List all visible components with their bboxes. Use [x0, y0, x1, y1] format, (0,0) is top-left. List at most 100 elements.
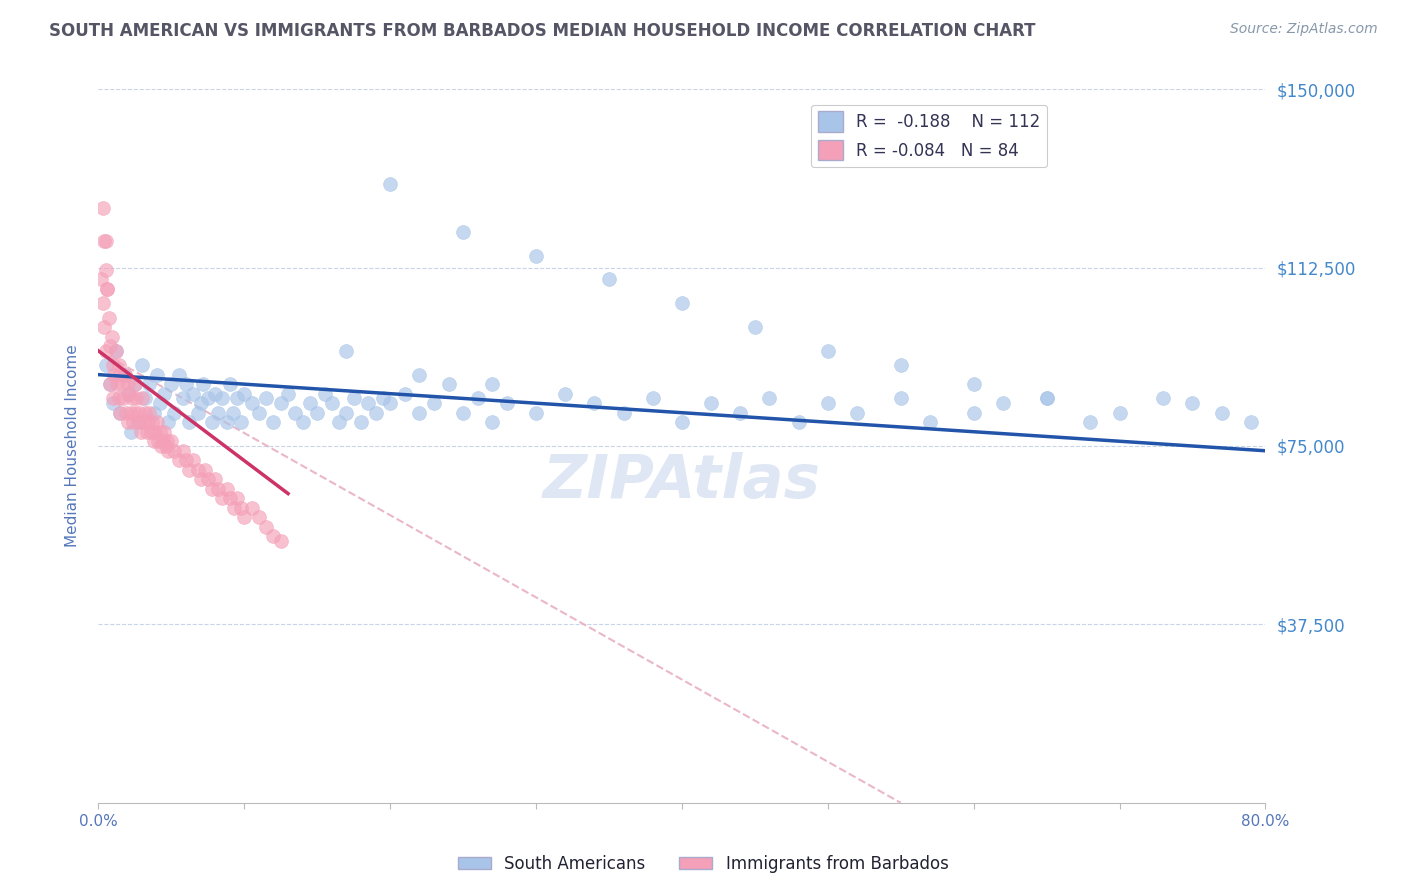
Point — [156, 434, 179, 449]
Point — [758, 392, 780, 406]
Point — [146, 368, 169, 382]
Point — [190, 396, 212, 410]
Text: Source: ZipAtlas.com: Source: ZipAtlas.com — [1230, 22, 1378, 37]
Point — [163, 443, 186, 458]
Point — [131, 392, 153, 406]
Point — [94, 263, 117, 277]
Point — [108, 392, 131, 406]
Point — [817, 396, 839, 410]
Point — [240, 500, 263, 515]
Legend: R =  -0.188    N = 112, R = -0.084   N = 84: R = -0.188 N = 112, R = -0.084 N = 84 — [811, 104, 1047, 167]
Point — [115, 406, 138, 420]
Point — [671, 296, 693, 310]
Point — [103, 368, 125, 382]
Point — [222, 500, 245, 515]
Point — [817, 343, 839, 358]
Point — [1181, 396, 1204, 410]
Point — [97, 310, 120, 325]
Point — [991, 396, 1014, 410]
Point — [124, 377, 146, 392]
Point — [139, 425, 162, 439]
Point — [134, 406, 156, 420]
Point — [307, 406, 329, 420]
Point — [380, 396, 402, 410]
Point — [481, 415, 503, 429]
Point — [231, 415, 253, 429]
Point — [146, 415, 169, 429]
Point — [1211, 406, 1233, 420]
Point — [111, 377, 134, 392]
Point — [93, 320, 115, 334]
Point — [128, 415, 150, 429]
Point — [1080, 415, 1102, 429]
Point — [142, 406, 165, 420]
Point — [423, 396, 446, 410]
Point — [160, 434, 183, 449]
Point — [394, 386, 416, 401]
Point — [142, 434, 165, 449]
Point — [128, 406, 150, 420]
Point — [918, 415, 941, 429]
Point — [262, 529, 284, 543]
Point — [207, 482, 229, 496]
Point — [254, 392, 277, 406]
Point — [846, 406, 869, 420]
Point — [177, 463, 200, 477]
Point — [187, 406, 209, 420]
Point — [114, 368, 136, 382]
Point — [744, 320, 766, 334]
Point — [890, 392, 912, 406]
Point — [157, 443, 180, 458]
Point — [91, 296, 114, 310]
Point — [129, 425, 152, 439]
Point — [148, 434, 170, 449]
Point — [524, 406, 547, 420]
Point — [98, 339, 121, 353]
Point — [105, 377, 128, 392]
Point — [408, 368, 430, 382]
Point — [138, 406, 160, 420]
Point — [350, 415, 373, 429]
Point — [114, 368, 136, 382]
Point — [124, 377, 146, 392]
Point — [152, 434, 174, 449]
Point — [117, 386, 139, 401]
Point — [93, 235, 115, 249]
Point — [124, 406, 146, 420]
Point — [247, 510, 270, 524]
Point — [187, 463, 209, 477]
Point — [141, 415, 163, 429]
Point — [90, 272, 112, 286]
Point — [121, 392, 143, 406]
Point — [554, 386, 576, 401]
Point — [254, 520, 277, 534]
Point — [226, 491, 249, 506]
Point — [110, 406, 132, 420]
Point — [204, 472, 226, 486]
Point — [335, 343, 357, 358]
Point — [207, 406, 229, 420]
Point — [314, 386, 336, 401]
Point — [962, 377, 984, 392]
Point — [167, 453, 190, 467]
Point — [1035, 392, 1057, 406]
Point — [218, 491, 240, 506]
Point — [598, 272, 620, 286]
Point — [150, 439, 173, 453]
Point — [380, 178, 402, 192]
Point — [120, 425, 142, 439]
Point — [117, 377, 139, 392]
Point — [298, 396, 321, 410]
Point — [190, 472, 212, 486]
Point — [132, 415, 155, 429]
Point — [104, 343, 127, 358]
Point — [155, 439, 177, 453]
Point — [524, 249, 547, 263]
Point — [117, 415, 139, 429]
Point — [135, 425, 157, 439]
Point — [343, 392, 366, 406]
Point — [149, 396, 172, 410]
Point — [481, 377, 503, 392]
Point — [215, 482, 238, 496]
Point — [120, 406, 142, 420]
